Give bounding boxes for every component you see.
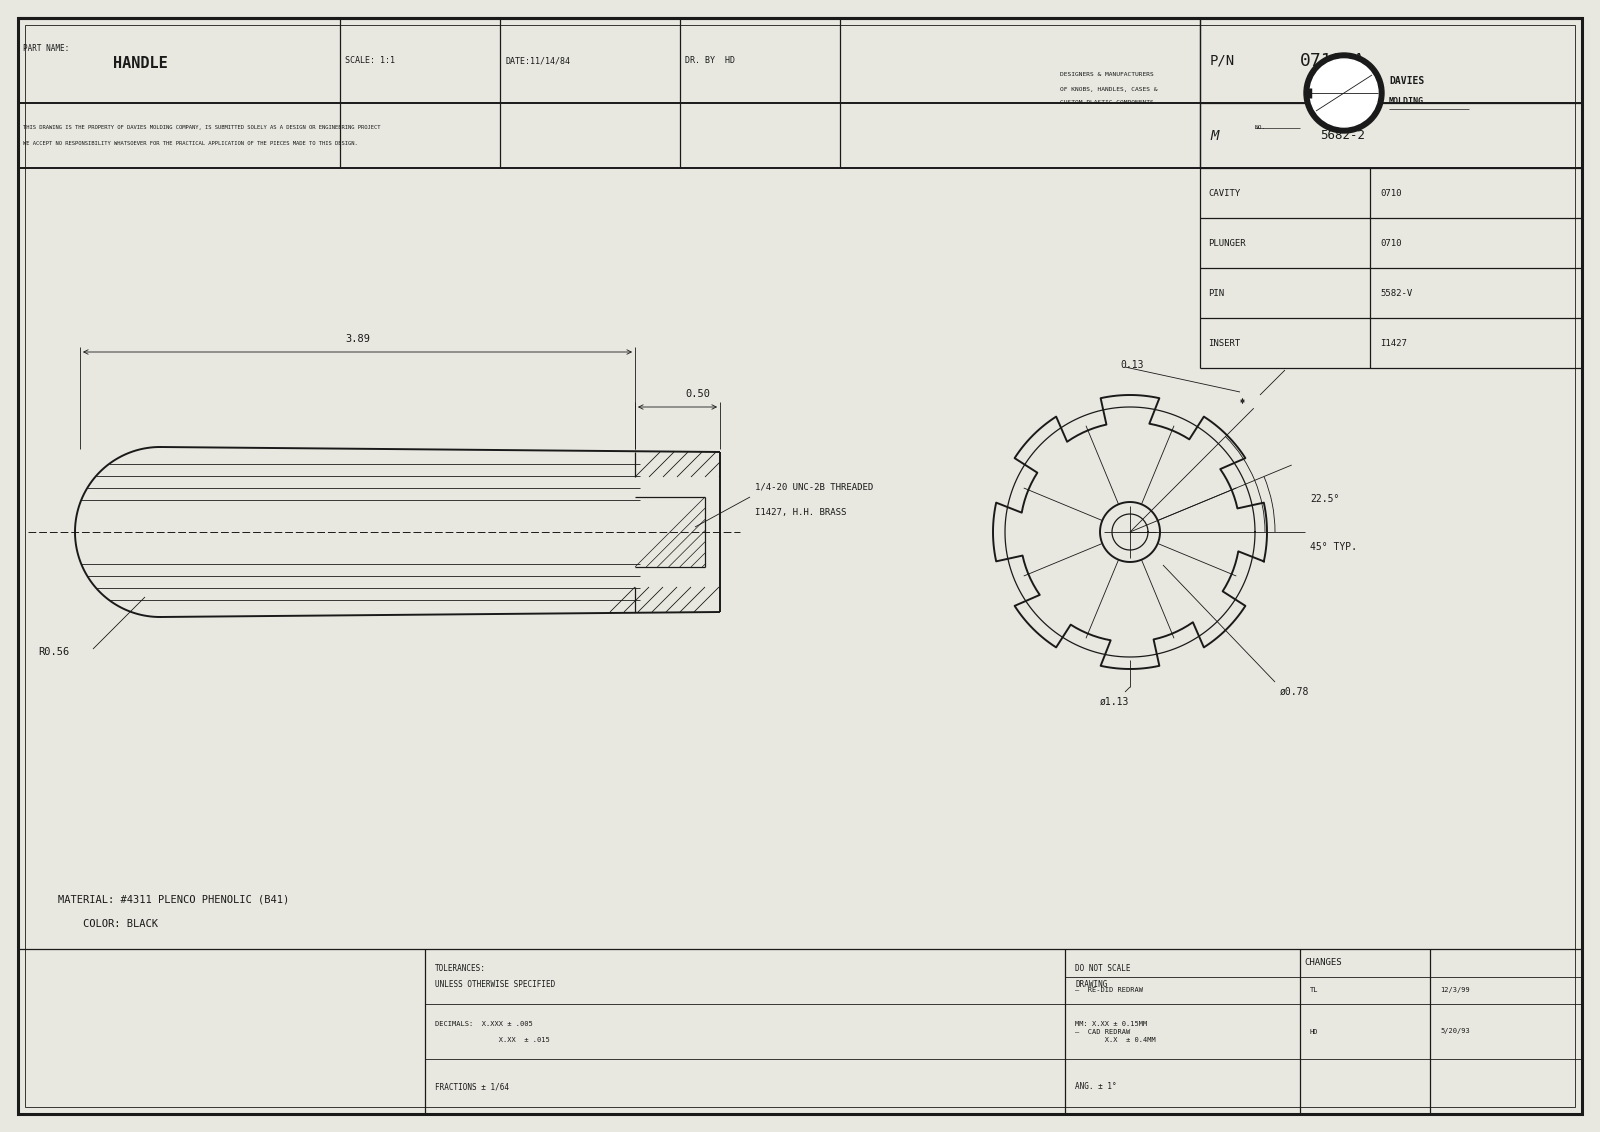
Text: 45° TYP.: 45° TYP.: [1310, 542, 1357, 552]
Text: DESIGNERS & MANUFACTURERS: DESIGNERS & MANUFACTURERS: [1059, 72, 1154, 77]
Text: ø1.13: ø1.13: [1101, 697, 1130, 708]
Text: 0.50: 0.50: [685, 389, 710, 398]
Text: DR. BY  HD: DR. BY HD: [685, 55, 734, 65]
Text: X.XX  ± .015: X.XX ± .015: [435, 1037, 550, 1043]
Text: DO NOT SCALE: DO NOT SCALE: [1075, 964, 1131, 974]
Text: PLUNGER: PLUNGER: [1208, 239, 1246, 248]
Text: –  RE-DID REDRAW: – RE-DID REDRAW: [1075, 987, 1142, 993]
Text: 22.5°: 22.5°: [1310, 494, 1339, 504]
Text: I1427, H.H. BRASS: I1427, H.H. BRASS: [755, 507, 846, 516]
Text: DRAWING: DRAWING: [1075, 980, 1107, 989]
Text: ANG. ± 1°: ANG. ± 1°: [1075, 1082, 1117, 1091]
Text: PART NAME:: PART NAME:: [22, 44, 69, 53]
Text: 1/4-20 UNC-2B THREADED: 1/4-20 UNC-2B THREADED: [755, 482, 874, 491]
Bar: [18, 949, 1582, 1114]
Circle shape: [1310, 59, 1378, 127]
Text: 0710: 0710: [1379, 239, 1402, 248]
Text: X.X  ± 0.4MM: X.X ± 0.4MM: [1075, 1037, 1155, 1043]
Text: 12/3/99: 12/3/99: [1440, 987, 1470, 993]
Text: DAVIES: DAVIES: [1389, 76, 1424, 86]
Text: WE ACCEPT NO RESPONSIBILITY WHATSOEVER FOR THE PRACTICAL APPLICATION OF THE PIEC: WE ACCEPT NO RESPONSIBILITY WHATSOEVER F…: [22, 142, 358, 146]
Text: COLOR: BLACK: COLOR: BLACK: [58, 919, 158, 929]
Text: FRACTIONS ± 1/64: FRACTIONS ± 1/64: [435, 1082, 509, 1091]
Text: 5682-2: 5682-2: [1320, 129, 1365, 142]
Text: M: M: [1210, 129, 1218, 143]
Text: MOLDING: MOLDING: [1389, 96, 1424, 105]
Text: I1427: I1427: [1379, 338, 1406, 348]
Text: 3.89: 3.89: [346, 334, 370, 344]
Text: 5/20/93: 5/20/93: [1440, 1029, 1470, 1035]
Text: HANDLE: HANDLE: [114, 55, 168, 71]
Circle shape: [1304, 53, 1384, 132]
Text: CAVITY: CAVITY: [1208, 189, 1240, 197]
Text: CUSTOM PLASTIC COMPONENTS: CUSTOM PLASTIC COMPONENTS: [1059, 101, 1154, 105]
Text: PIN: PIN: [1208, 289, 1224, 298]
Text: UNLESS OTHERWISE SPECIFIED: UNLESS OTHERWISE SPECIFIED: [435, 980, 555, 989]
Text: DATE:11/14/84: DATE:11/14/84: [506, 55, 570, 65]
Text: NO.: NO.: [1254, 125, 1266, 130]
Text: 0.13: 0.13: [1120, 360, 1144, 370]
Text: 0710: 0710: [1379, 189, 1402, 197]
Text: OF KNOBS, HANDLES, CASES &: OF KNOBS, HANDLES, CASES &: [1059, 86, 1157, 92]
Text: SCALE: 1:1: SCALE: 1:1: [346, 55, 395, 65]
Text: TL: TL: [1310, 987, 1318, 993]
Text: CHANGES: CHANGES: [1304, 959, 1342, 967]
Text: –  CAD REDRAW: – CAD REDRAW: [1075, 1029, 1130, 1035]
Text: HD: HD: [1310, 1029, 1318, 1035]
Text: 0710-A: 0710-A: [1299, 51, 1365, 69]
Text: MM: X.XX ± 0.15MM: MM: X.XX ± 0.15MM: [1075, 1021, 1147, 1027]
Text: 5582-V: 5582-V: [1379, 289, 1413, 298]
Text: INSERT: INSERT: [1208, 338, 1240, 348]
Text: DECIMALS:  X.XXX ± .005: DECIMALS: X.XXX ± .005: [435, 1021, 533, 1027]
Text: THIS DRAWING IS THE PROPERTY OF DAVIES MOLDING COMPANY, IS SUBMITTED SOLELY AS A: THIS DRAWING IS THE PROPERTY OF DAVIES M…: [22, 125, 381, 130]
Text: TOLERANCES:: TOLERANCES:: [435, 964, 486, 974]
Text: MATERIAL: #4311 PLENCO PHENOLIC (B41): MATERIAL: #4311 PLENCO PHENOLIC (B41): [58, 894, 290, 904]
Text: R0.56: R0.56: [38, 648, 69, 657]
Text: ø0.78: ø0.78: [1280, 687, 1309, 697]
Text: P/N: P/N: [1210, 53, 1235, 68]
